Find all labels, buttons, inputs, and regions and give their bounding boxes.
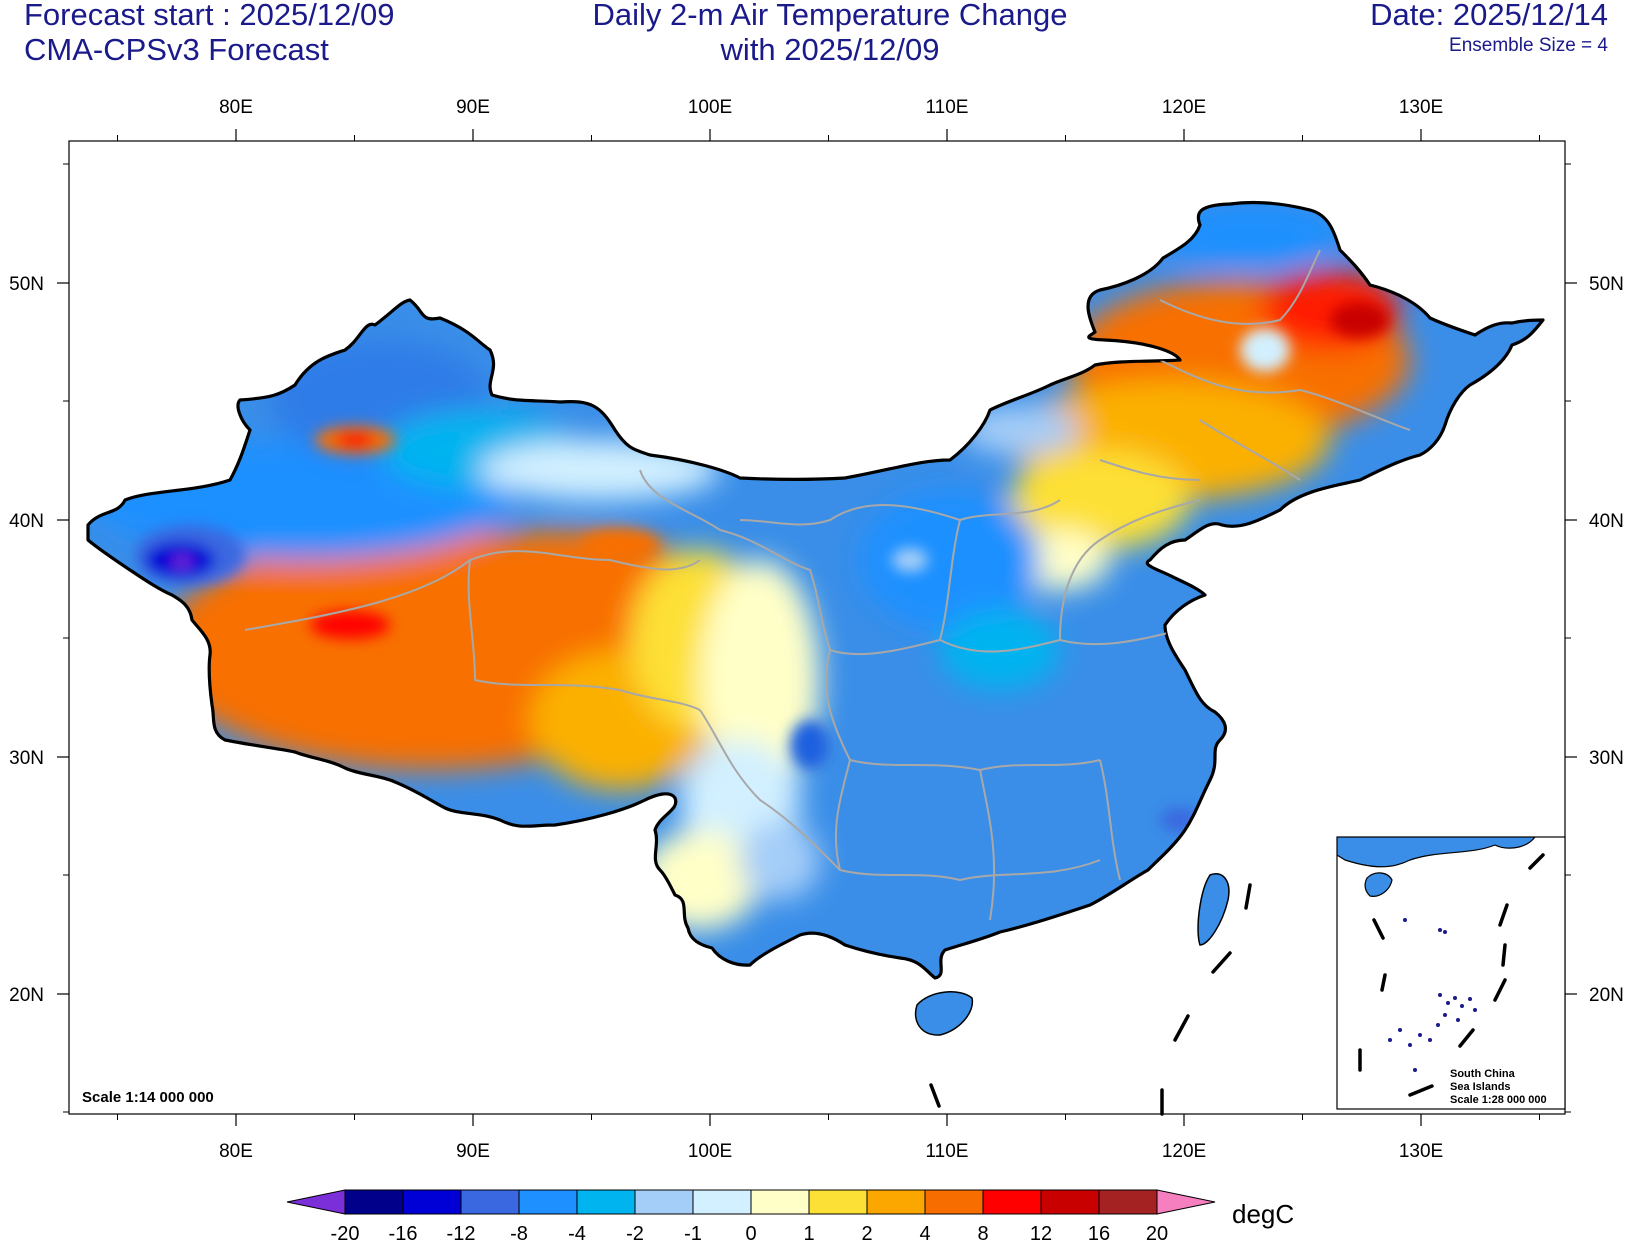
colorbar-tick-label: 1 [803,1223,814,1241]
colorbar-swatch [460,1189,520,1215]
nine-dash-line [929,883,1252,1116]
inset-title-line2: Sea Islands [1450,1081,1511,1093]
colorbar-swatch [344,1189,404,1215]
scale-label: Scale 1:14 000 000 [82,1089,214,1106]
lon-label-bottom: 110E [926,1141,969,1162]
lon-label-top: 90E [456,97,490,118]
map-title: Daily 2-m Air Temperature Change [592,0,1068,32]
lon-label-top: 110E [926,97,969,118]
inset-scale-label: Scale 1:28 000 000 [1450,1094,1547,1106]
colorbar-tick-label: 2 [861,1223,872,1241]
lon-label-bottom: 130E [1399,1141,1443,1162]
colorbar-tick-label: 16 [1088,1223,1110,1241]
lon-label-bottom: 80E [219,1141,253,1162]
ensemble-size-label: Ensemble Size = 4 [1449,35,1608,56]
lat-label-left: 50N [9,274,44,295]
colorbar-tick-label: -4 [568,1223,586,1241]
colorbar-swatch [750,1189,810,1215]
colorbar-swatch [982,1189,1042,1215]
colorbar-tick-label: -1 [684,1223,702,1241]
forecast-start-label: Forecast start : 2025/12/09 [24,0,395,32]
colorbar-tick-label: -8 [510,1223,528,1241]
colorbar-arrow-low [286,1189,346,1215]
colorbar-tick-label: -2 [626,1223,644,1241]
colorbar-tick-label: 4 [919,1223,930,1241]
lat-label-right: 40N [1589,511,1624,532]
colorbar-swatch [576,1189,636,1215]
lon-label-bottom: 90E [456,1141,490,1162]
province-borders [244,249,1411,921]
colorbar-swatch [924,1189,984,1215]
colorbar-swatch [1040,1189,1100,1215]
country-border [86,200,1545,980]
south-china-sea-inset: South China Sea Islands Scale 1:28 000 0… [1336,836,1566,1110]
lat-label-left: 30N [9,748,44,769]
colorbar-swatch [866,1189,926,1215]
colorbar-swatch [402,1189,462,1215]
colorbar-tick-label: 20 [1146,1223,1168,1241]
valid-date-label: Date: 2025/12/14 [1370,0,1608,32]
inset-title-line1: South China [1450,1068,1516,1080]
lon-label-bottom: 120E [1162,1141,1206,1162]
lon-label-top: 100E [688,97,732,118]
hainan-island [914,991,974,1036]
colorbar-swatch [692,1189,752,1215]
colorbar-swatch [1098,1189,1158,1215]
lat-label-right: 50N [1589,274,1624,295]
colorbar-tick-label: 0 [745,1223,756,1241]
lon-label-top: 80E [219,97,253,118]
lat-label-right: 20N [1589,985,1624,1006]
colorbar-unit-label: degC [1232,1199,1294,1229]
colorbar-tick-label: -20 [331,1223,360,1241]
colorbar-tick-label: -12 [447,1223,476,1241]
colorbar-tick-label: 12 [1030,1223,1052,1241]
lon-label-top: 120E [1162,97,1206,118]
lat-label-right: 30N [1589,748,1624,769]
colorbar-tick-label: 8 [977,1223,988,1241]
colorbar-arrow-high [1156,1189,1216,1215]
colorbar-swatch [518,1189,578,1215]
lat-label-left: 40N [9,511,44,532]
colorbar-tick-label: -16 [389,1223,418,1241]
taiwan-island [1197,873,1230,946]
map-axes: 80E 80E 90E 90E 100E 100E 110E 110E 120E 120E 130E… [9,97,1624,1162]
model-name-label: CMA-CPSv3 Forecast [24,32,329,67]
lon-label-top: 130E [1399,97,1443,118]
colorbar-swatch [808,1189,868,1215]
lat-label-left: 20N [9,985,44,1006]
map-subtitle: with 2025/12/09 [720,32,940,67]
colorbar-swatch [634,1189,694,1215]
lon-label-bottom: 100E [688,1141,732,1162]
